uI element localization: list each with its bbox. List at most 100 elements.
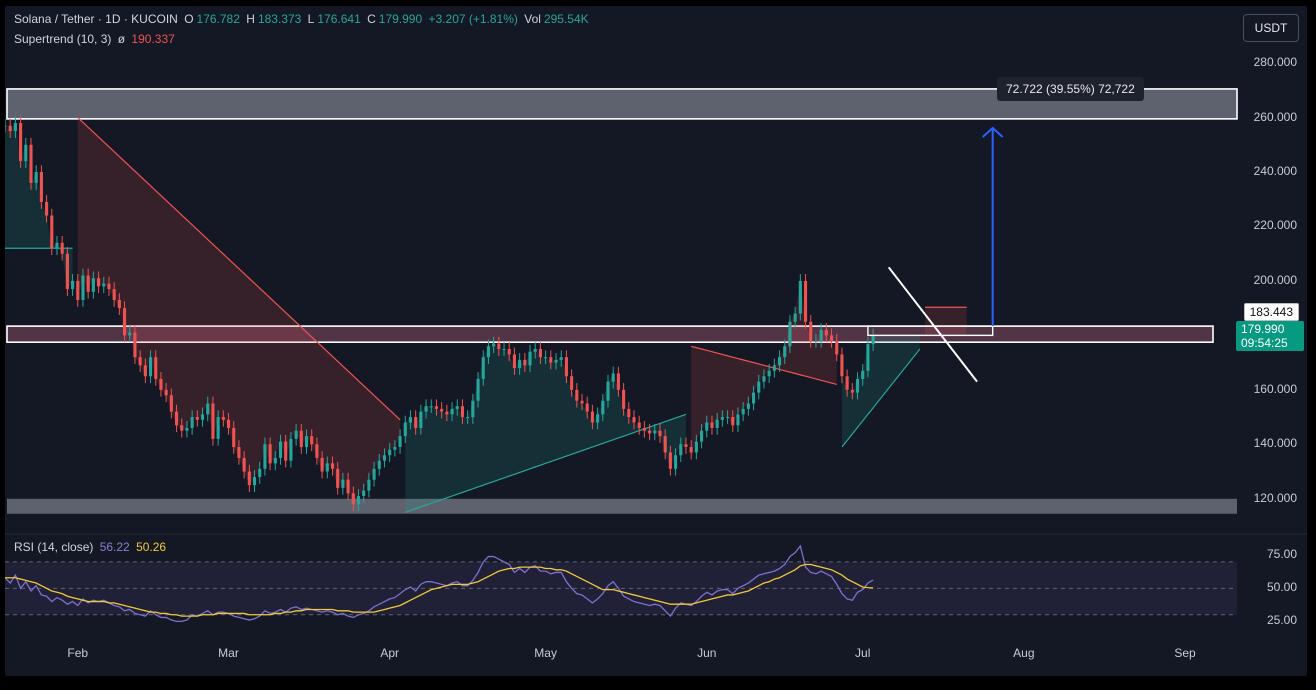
candle bbox=[450, 408, 454, 415]
close-value: 179.990 bbox=[378, 12, 423, 26]
price-chart[interactable] bbox=[5, 6, 1307, 676]
candle bbox=[367, 479, 371, 491]
candle bbox=[216, 417, 220, 439]
candle bbox=[803, 280, 808, 322]
candle bbox=[528, 351, 532, 366]
candle bbox=[684, 444, 688, 448]
price-tick-label: 120.000 bbox=[1253, 490, 1297, 505]
price-tick-label: 260.000 bbox=[1253, 109, 1297, 124]
candle bbox=[455, 406, 459, 409]
measure-arrowhead bbox=[982, 126, 1004, 138]
rsi-tick-label: 50.00 bbox=[1266, 580, 1297, 595]
rsi-legend[interactable]: RSI (14, close) 56.22 50.26 bbox=[14, 540, 169, 554]
price-tick-label: 200.000 bbox=[1253, 272, 1297, 287]
time-tick-label: Mar bbox=[218, 646, 239, 660]
candle bbox=[788, 321, 792, 347]
candle bbox=[258, 468, 262, 477]
candle bbox=[840, 354, 844, 377]
candle bbox=[471, 400, 475, 418]
last-price-value: 179.990 bbox=[1241, 322, 1285, 336]
candle bbox=[679, 444, 683, 456]
candle bbox=[315, 444, 319, 458]
supertrend-legend[interactable]: Supertrend (10, 3) ø 190.337 bbox=[14, 32, 178, 46]
candle bbox=[845, 376, 849, 390]
candle bbox=[689, 447, 693, 453]
candle bbox=[325, 463, 329, 472]
candle bbox=[772, 365, 776, 371]
time-tick-label: Sep bbox=[1174, 646, 1196, 660]
candle bbox=[720, 417, 724, 420]
candle bbox=[310, 436, 314, 445]
candle bbox=[658, 430, 662, 437]
candle bbox=[700, 430, 704, 442]
candle bbox=[128, 332, 132, 336]
candle bbox=[284, 441, 288, 461]
candle bbox=[148, 357, 153, 377]
candle bbox=[388, 449, 392, 456]
candle bbox=[835, 340, 839, 355]
low-value: 176.641 bbox=[317, 12, 361, 26]
candle bbox=[112, 289, 116, 300]
candle bbox=[622, 389, 626, 409]
time-tick-label: Jun bbox=[697, 646, 717, 660]
candle bbox=[746, 403, 750, 409]
candle bbox=[502, 348, 506, 350]
candle bbox=[336, 468, 340, 488]
candle bbox=[751, 392, 756, 404]
eye-slash-icon[interactable]: ø bbox=[117, 32, 126, 46]
low-label: L bbox=[307, 12, 315, 26]
candle bbox=[252, 476, 257, 486]
candle bbox=[601, 400, 605, 415]
candle bbox=[861, 370, 865, 379]
rsi-ma-value: 50.26 bbox=[136, 540, 167, 554]
candle bbox=[29, 144, 33, 183]
candle bbox=[81, 275, 85, 300]
candle bbox=[777, 357, 782, 366]
candle bbox=[304, 436, 309, 448]
candle bbox=[668, 452, 672, 469]
candle bbox=[247, 471, 251, 486]
candle bbox=[195, 417, 199, 420]
candle bbox=[590, 411, 594, 423]
candle bbox=[351, 493, 355, 505]
open-label: O bbox=[184, 12, 194, 26]
close-label: C bbox=[367, 12, 376, 26]
candle bbox=[294, 430, 298, 439]
candle bbox=[8, 125, 12, 132]
candle bbox=[533, 348, 537, 352]
currency-button[interactable]: USDT bbox=[1243, 14, 1299, 42]
candle bbox=[570, 376, 574, 390]
candle bbox=[674, 455, 678, 469]
candle bbox=[330, 463, 335, 469]
candle bbox=[200, 414, 205, 420]
supertrend-line-up bbox=[841, 348, 921, 448]
candle bbox=[632, 417, 636, 423]
candle bbox=[741, 408, 745, 415]
candle bbox=[512, 354, 516, 369]
candle bbox=[190, 417, 194, 428]
candle bbox=[871, 335, 875, 345]
candle bbox=[13, 122, 17, 132]
candle bbox=[726, 417, 730, 419]
supertrend-line-down bbox=[77, 117, 401, 421]
candle bbox=[819, 329, 823, 341]
candle bbox=[346, 479, 350, 494]
high-label: H bbox=[246, 12, 255, 26]
candle bbox=[829, 335, 834, 341]
candle bbox=[268, 444, 272, 464]
candle bbox=[19, 122, 23, 162]
candle bbox=[289, 438, 293, 461]
candle bbox=[575, 389, 579, 401]
rsi-tick-label: 75.00 bbox=[1266, 547, 1297, 562]
candle bbox=[403, 422, 407, 437]
candle bbox=[507, 348, 511, 355]
price-tick-label: 240.000 bbox=[1253, 163, 1297, 178]
candle bbox=[705, 422, 709, 431]
candle bbox=[320, 457, 324, 472]
candle bbox=[408, 417, 413, 423]
candle bbox=[824, 329, 828, 336]
candle bbox=[783, 346, 787, 358]
candle bbox=[767, 370, 771, 377]
time-tick-label: May bbox=[534, 646, 557, 660]
